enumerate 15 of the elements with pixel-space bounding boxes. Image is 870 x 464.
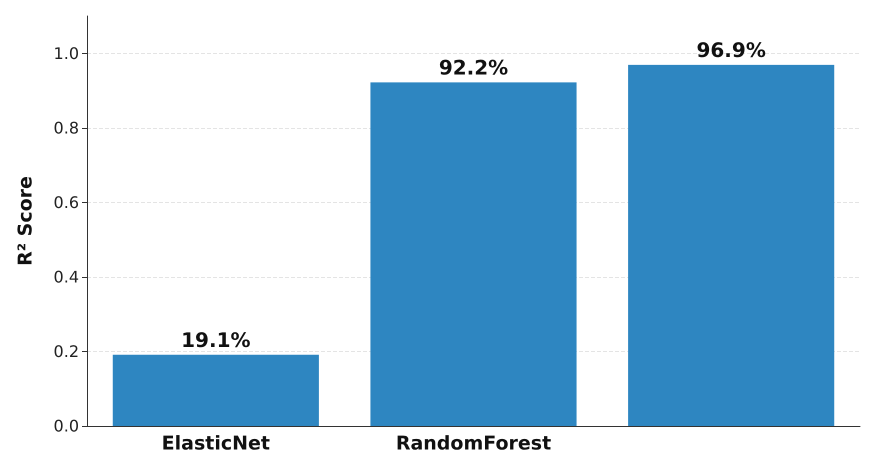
data-label: 96.9% [696,38,766,62]
x-tick-label: ElasticNet [162,432,270,454]
y-tick-label: 0.4 [54,267,79,286]
y-tick-label: 0.0 [54,416,79,436]
y-tick-label: 0.6 [54,192,79,212]
data-label: 92.2% [438,55,508,80]
y-tick-label: 1.0 [54,44,79,63]
bar [370,82,577,426]
y-tick-label: 0.2 [54,342,79,361]
data-label: 19.1% [181,328,251,352]
bar [628,64,834,426]
x-tick-label: RandomForest [396,432,552,454]
y-tick-label: 0.8 [54,118,79,138]
bar [112,354,319,426]
y-axis-title: R² Score [14,176,36,266]
